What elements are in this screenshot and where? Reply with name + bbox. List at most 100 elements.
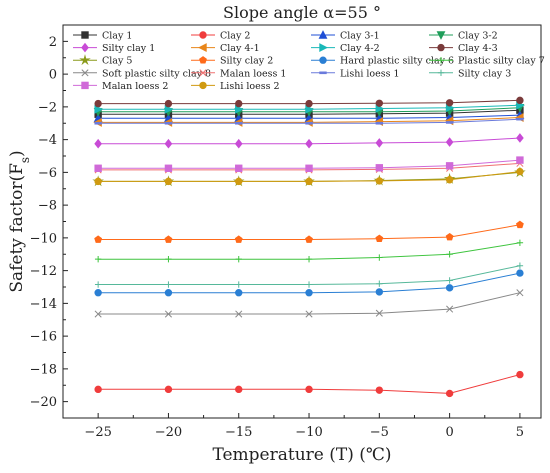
data-point — [446, 305, 454, 313]
legend-label: Clay 2 — [220, 31, 250, 42]
data-point — [235, 99, 243, 108]
legend: Clay 1 Clay 2 Clay 3-1 Clay 3-2 Silty clay 1… — [73, 30, 545, 92]
data-point — [164, 310, 172, 318]
series-11 — [94, 269, 524, 297]
data-point — [516, 262, 524, 269]
data-point — [375, 121, 384, 125]
legend-item: Silty clay 3 — [429, 68, 511, 79]
y-tick-label: −14 — [30, 297, 57, 312]
chart-title: Slope angle α=55 ° — [223, 3, 381, 22]
data-point — [164, 138, 173, 149]
data-point — [305, 235, 313, 243]
x-tick-label: −20 — [155, 425, 182, 440]
data-point — [446, 277, 453, 284]
data-point — [234, 138, 243, 149]
data-point — [516, 289, 524, 297]
data-point — [375, 164, 384, 172]
y-tick-label: −12 — [30, 264, 57, 279]
data-point — [375, 309, 383, 317]
legend-item: Malan loess 2 — [73, 81, 168, 92]
data-point — [164, 177, 173, 186]
legend-label: Lishi loess 1 — [340, 68, 400, 79]
legend-marker — [199, 56, 207, 64]
legend-marker — [319, 56, 327, 64]
x-axis-title: Temperature (T) (℃) — [212, 445, 391, 465]
legend-marker — [198, 43, 207, 53]
data-point — [376, 254, 383, 261]
legend-marker — [318, 30, 328, 39]
data-point — [235, 385, 243, 394]
legend-item: Clay 4-2 — [311, 43, 380, 54]
legend-item: Lishi loess 2 — [191, 81, 280, 92]
data-point — [165, 255, 172, 263]
data-point — [375, 234, 384, 243]
data-point — [305, 99, 313, 108]
data-point — [94, 281, 102, 288]
data-point — [94, 289, 102, 297]
series-15 — [94, 117, 524, 125]
data-point — [375, 99, 384, 107]
legend-item: Soft plastic silty clay 8 — [73, 68, 211, 79]
data-point — [94, 235, 103, 243]
data-point — [305, 177, 313, 186]
series-16 — [94, 262, 524, 288]
data-point — [445, 162, 454, 170]
legend-label: Malan loess 2 — [102, 81, 168, 92]
legend-item: Clay 4-1 — [191, 43, 260, 54]
y-tick-label: −18 — [30, 362, 57, 377]
data-point — [94, 104, 104, 114]
data-point — [94, 121, 102, 125]
legend-label: Silty clay 1 — [102, 43, 155, 54]
y-tick-label: −6 — [38, 166, 57, 181]
data-point — [164, 104, 174, 114]
legend-marker — [437, 69, 445, 76]
legend-marker — [437, 57, 445, 64]
legend-marker — [436, 31, 446, 40]
legend-label: Malan loess 1 — [220, 68, 286, 79]
legend-item: Hard plastic silty clay 6 — [311, 56, 454, 67]
data-point — [94, 138, 102, 149]
legend-marker — [79, 54, 91, 66]
legend-marker — [199, 31, 207, 39]
axis-ticks: −25 −20 −15 −10 −5 0 5−20−18−16−14−12−10−8−6−4… — [30, 24, 524, 440]
y-tick-label: −20 — [30, 395, 57, 410]
data-series — [92, 96, 526, 398]
series-2 — [94, 370, 524, 398]
legend-item: Malan loess 1 — [191, 68, 286, 79]
data-point — [375, 386, 384, 394]
legend-item: Clay 2 — [191, 31, 250, 42]
data-point — [305, 121, 313, 125]
series-18 — [94, 167, 524, 186]
legend-marker — [199, 81, 207, 90]
legend-marker — [199, 69, 207, 77]
y-tick-label: −10 — [30, 231, 57, 246]
legend-item: Plastic silty clay 7 — [429, 56, 545, 67]
y-tick-label: −16 — [30, 330, 57, 345]
data-point — [446, 251, 453, 258]
legend-item: Clay 3-2 — [429, 31, 498, 42]
data-point — [305, 138, 313, 149]
data-point — [94, 385, 102, 394]
legend-label: Plastic silty clay 7 — [458, 56, 545, 67]
series-17 — [94, 156, 524, 172]
series-8 — [94, 96, 524, 108]
legend-item: Silty clay 2 — [191, 56, 273, 67]
x-tick-label: 0 — [445, 425, 453, 440]
series-5 — [94, 133, 524, 149]
data-point — [305, 281, 313, 288]
y-tick-label: −4 — [38, 133, 57, 148]
data-point — [94, 99, 102, 108]
legend-marker — [319, 43, 328, 53]
data-point — [445, 284, 454, 292]
data-point — [516, 239, 524, 246]
legend-label: Clay 4-3 — [458, 43, 498, 54]
x-tick-label: −15 — [225, 425, 252, 440]
data-point — [445, 99, 454, 107]
data-point — [445, 137, 454, 147]
legend-marker — [81, 42, 89, 53]
x-tick-label: −5 — [370, 425, 389, 440]
data-point — [164, 164, 173, 172]
legend-item: Clay 3-1 — [311, 30, 380, 42]
data-point — [234, 235, 243, 243]
data-point — [94, 255, 102, 263]
